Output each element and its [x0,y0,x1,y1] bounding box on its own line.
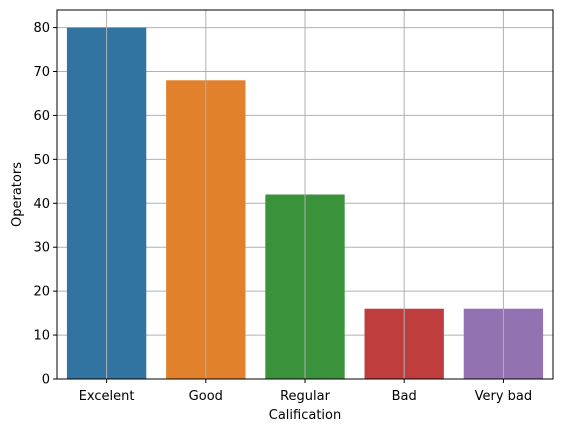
y-tick-label: 10 [33,329,50,344]
y-tick-label: 30 [33,241,50,256]
y-tick-label: 70 [33,65,50,80]
y-tick-label: 20 [33,285,50,300]
x-tick-label: Bad [392,389,417,404]
x-axis-ticks: Excelent Good Regular Bad Very bad [79,379,532,404]
y-tick-label: 60 [33,109,50,124]
x-tick-label: Very bad [475,389,533,404]
x-tick-label: Regular [280,389,331,404]
y-tick-label: 0 [42,373,50,388]
y-tick-label: 80 [33,21,50,36]
y-tick-label: 50 [33,153,50,168]
x-axis-label: Calification [269,408,341,423]
x-tick-label: Good [189,389,223,404]
y-axis-label: Operators [10,162,25,227]
y-tick-label: 40 [33,197,50,212]
x-tick-label: Excelent [79,389,135,404]
vertical-grid [106,10,504,379]
y-axis-ticks: 0 10 20 30 40 50 60 70 80 [33,21,57,388]
